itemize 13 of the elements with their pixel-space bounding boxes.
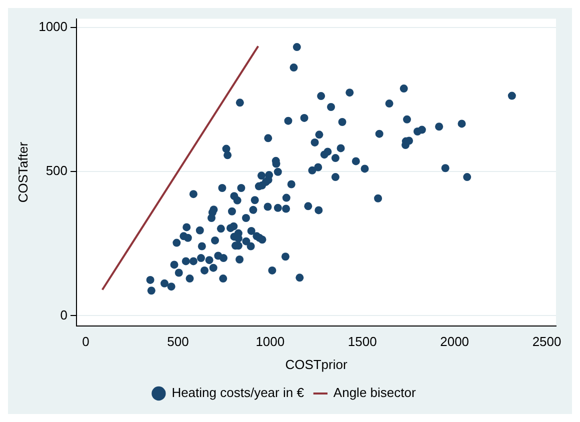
x-tick-label: 1500 [348,334,377,350]
y-tick-label: 0 [60,307,68,322]
y-tick-label: 500 [46,163,68,178]
legend-label: Heating costs/year in € [172,385,305,400]
y-tick-label: 1000 [38,19,68,34]
x-tick-label: 2000 [440,334,470,350]
x-tick-label: 500 [167,334,189,350]
x-axis-title: COSTprior [285,356,348,372]
y-axis-title: COSTafter [15,141,30,203]
x-tick-label: 2500 [532,334,562,350]
x-tick-label: 1000 [256,334,285,350]
x-tick-label: 0 [82,334,90,350]
legend-label: Angle bisector [333,385,416,400]
